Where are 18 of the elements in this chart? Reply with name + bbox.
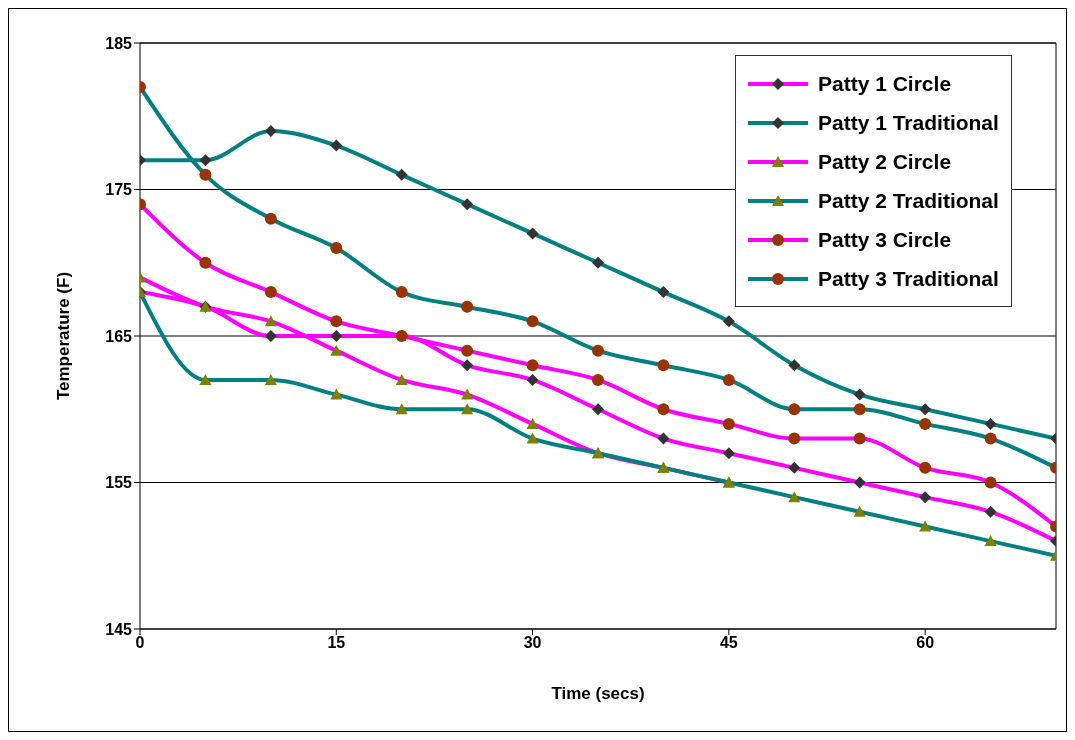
y-tick-label: 145 [105, 620, 133, 638]
legend-label: Patty 2 Circle [818, 149, 952, 174]
x-axis-title: Time (secs) [551, 684, 645, 703]
y-axis-title: Temperature (F) [54, 271, 74, 401]
y-tick-label: 155 [105, 474, 133, 492]
legend-label: Patty 1 Circle [818, 71, 952, 96]
x-tick-label: 60 [916, 634, 935, 652]
x-tick-label: 15 [327, 634, 346, 652]
y-tick-label: 165 [105, 327, 133, 345]
x-tick-label: 30 [523, 634, 542, 652]
x-tick-label: 45 [719, 634, 738, 652]
legend-label: Patty 2 Traditional [818, 188, 999, 213]
legend-label: Patty 3 Circle [818, 227, 952, 252]
y-tick-label: 185 [105, 34, 133, 52]
x-tick-label: 0 [135, 634, 145, 652]
y-tick-label: 175 [105, 181, 133, 199]
legend-label: Patty 1 Traditional [818, 110, 999, 135]
legend-label: Patty 3 Traditional [818, 266, 999, 291]
